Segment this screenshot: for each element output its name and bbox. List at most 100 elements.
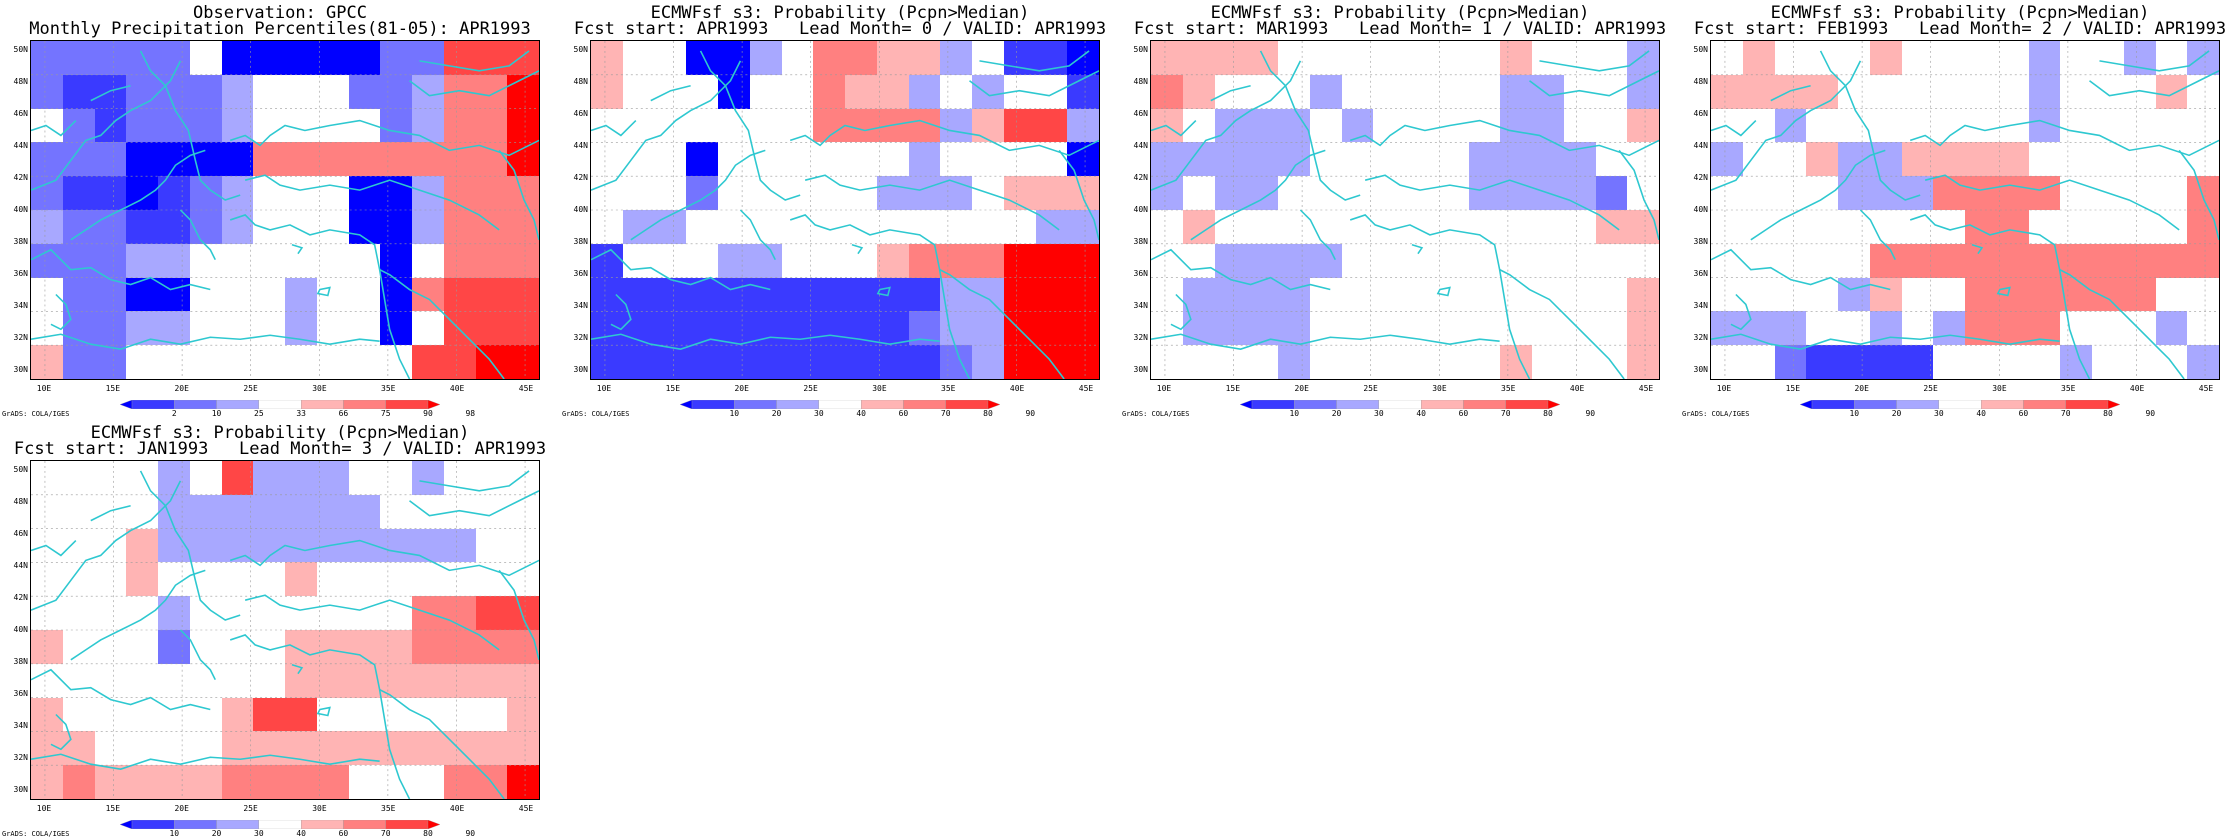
coastline	[630, 149, 766, 241]
colorbar-swatch	[1854, 400, 1897, 409]
coastline	[969, 70, 1099, 97]
grid-cell	[1532, 108, 1564, 143]
grid-cell	[2123, 108, 2156, 143]
colorbar-swatch	[2107, 400, 2120, 409]
grads-credit: GrADS: COLA/IGES	[1122, 410, 1190, 418]
grid-cell	[813, 345, 845, 379]
grid-cell	[189, 596, 222, 630]
longitude-label: 15E	[1785, 384, 1801, 393]
grads-credit: GrADS: COLA/IGES	[1682, 410, 1750, 418]
grid-cell	[1933, 311, 1965, 346]
grid-cell	[622, 41, 655, 75]
grid-cell	[412, 74, 444, 109]
grid-cell	[591, 41, 623, 75]
colorbar-tick-label: 60	[898, 409, 909, 418]
grid-cell	[1996, 142, 2029, 177]
grid-cell	[316, 243, 349, 278]
coastline	[31, 753, 380, 770]
latitude-label: 32N	[1133, 333, 1148, 342]
grid-cell	[62, 528, 95, 563]
grid-cell	[189, 663, 222, 698]
latitude-label: 46N	[1133, 109, 1148, 118]
coastline	[229, 634, 411, 799]
longitude-label: 45E	[2198, 384, 2214, 393]
coastline	[2059, 268, 2185, 379]
coastline	[591, 119, 637, 137]
colorbar	[120, 400, 440, 409]
grid-cell	[1627, 74, 1659, 109]
grid-cell	[1901, 243, 1934, 278]
coastline	[1058, 149, 1099, 241]
grid-cell	[189, 697, 222, 732]
grid-cell	[443, 528, 476, 563]
grid-cell	[1869, 277, 1902, 312]
grid-cell	[1035, 142, 1068, 177]
grid-cell	[718, 209, 750, 244]
coastline	[1996, 286, 2011, 297]
colorbar	[1240, 400, 1560, 409]
colorbar-swatch	[1800, 400, 1813, 409]
colorbar-swatch	[216, 820, 260, 829]
colorbar-tick-label: 10	[211, 409, 222, 418]
grid-cell	[285, 629, 317, 664]
grid-cell	[126, 494, 158, 529]
grid-cell	[749, 277, 782, 312]
coastline	[1730, 293, 1752, 331]
grid-cell	[1711, 176, 1743, 210]
grid-cell	[412, 142, 444, 177]
grid-cell	[1806, 142, 1838, 177]
grid-cell	[845, 41, 877, 75]
grid-cell	[221, 765, 254, 799]
longitude-label: 20E	[734, 384, 749, 393]
colorbar-swatch	[300, 400, 344, 409]
grid-cell	[1532, 41, 1564, 75]
grid-cell	[1309, 74, 1342, 109]
colorbar-swatch	[120, 400, 133, 409]
grid-cell	[31, 461, 63, 495]
longitude-label: 40E	[449, 804, 465, 813]
panel-title-line1: ECMWFsf s3: Probability (Pcpn>Median)	[1210, 3, 1590, 23]
grid-cell	[1341, 209, 1374, 244]
grid-cell	[1214, 243, 1247, 278]
colorbar-tick-label: 80	[983, 409, 993, 418]
latitude-label: 34N	[1693, 301, 1708, 310]
grid-cell	[221, 596, 254, 630]
longitude-label: 35E	[2061, 384, 2076, 393]
grid-cell	[253, 176, 285, 210]
grid-cell	[749, 41, 782, 75]
coastline	[291, 664, 304, 675]
grid-cell	[908, 142, 941, 177]
grid-cell	[686, 345, 718, 379]
grid-cell	[126, 277, 158, 312]
coastline	[1909, 214, 2091, 379]
coastline	[70, 569, 206, 661]
coastline-overlay	[1711, 50, 2219, 379]
grid-cell	[781, 74, 814, 109]
grid-cell	[475, 596, 508, 630]
colorbar-swatch	[427, 400, 440, 409]
grid-cell	[1711, 243, 1743, 278]
grid-cell	[285, 697, 317, 732]
grid-cell	[189, 277, 222, 312]
grid-cell	[2028, 142, 2061, 177]
colorbar-swatch	[1505, 400, 1549, 409]
colorbar-tick-label: 90	[423, 409, 433, 418]
coastline	[229, 539, 539, 577]
colorbar-swatch	[1420, 400, 1464, 409]
grid-cell	[2028, 74, 2061, 109]
grid-cell	[1627, 277, 1659, 312]
grid-cell	[221, 41, 254, 75]
grid-cell	[1806, 108, 1838, 143]
grid-cell	[316, 731, 349, 766]
map-panel-observation: Observation: GPCC Monthly Precipitation …	[0, 0, 560, 420]
grid-cell	[221, 663, 254, 698]
grid-cell	[285, 41, 317, 75]
grid-cell	[221, 697, 254, 732]
colorbar-swatch	[1294, 400, 1337, 409]
coastline	[419, 50, 530, 72]
colorbar-swatch	[734, 400, 777, 409]
grid-cell	[1468, 142, 1501, 177]
grid-cell	[443, 277, 476, 312]
grid-cell	[2060, 108, 2092, 143]
grid-cell	[654, 41, 687, 75]
